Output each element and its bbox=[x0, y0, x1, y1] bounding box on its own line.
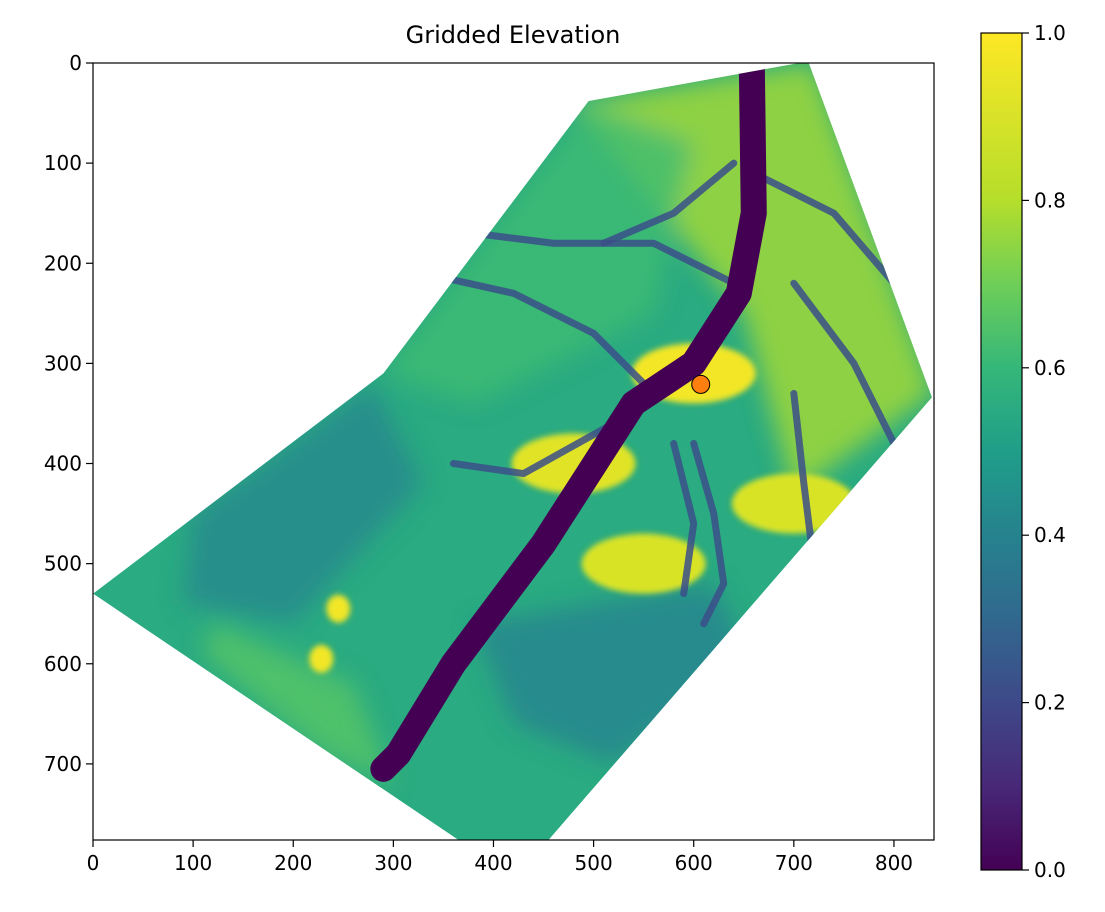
y-axis: 0 100 200 300 400 500 600 700 bbox=[44, 51, 93, 776]
tributary bbox=[750, 169, 898, 287]
x-tick-label: 800 bbox=[875, 851, 913, 875]
colorbar-tick-label: 0.2 bbox=[1034, 691, 1066, 715]
bright-patch bbox=[731, 473, 856, 534]
location-marker bbox=[691, 374, 711, 394]
colorbar-tick-label: 0.0 bbox=[1034, 858, 1066, 882]
plot-frame bbox=[92, 62, 935, 841]
region-1 bbox=[383, 103, 694, 404]
bright-patch bbox=[326, 594, 351, 623]
x-tick-label: 100 bbox=[174, 851, 212, 875]
y-tick-label: 0 bbox=[69, 51, 82, 75]
colorbar-axis: 0.0 0.2 0.4 0.6 0.8 1.0 bbox=[1022, 21, 1066, 882]
y-tick-label: 600 bbox=[44, 652, 82, 676]
x-tick-label: 500 bbox=[575, 851, 613, 875]
colorbar-tick-label: 0.8 bbox=[1034, 188, 1066, 212]
y-tick-label: 400 bbox=[44, 452, 82, 476]
colorbar-tick-label: 0.4 bbox=[1034, 523, 1066, 547]
tributary bbox=[790, 279, 898, 447]
y-tick-label: 100 bbox=[44, 151, 82, 175]
region-4 bbox=[203, 623, 394, 784]
bright-patch bbox=[309, 644, 334, 673]
tributary bbox=[419, 269, 658, 397]
elevation-domain bbox=[93, 63, 932, 840]
y-tick-label: 700 bbox=[44, 752, 82, 776]
region-3 bbox=[473, 583, 754, 764]
colorbar bbox=[980, 32, 1023, 871]
x-tick-label: 700 bbox=[775, 851, 813, 875]
x-tick-label: 600 bbox=[675, 851, 713, 875]
y-tick-label: 500 bbox=[44, 552, 82, 576]
tributary bbox=[600, 159, 738, 247]
x-tick-label: 300 bbox=[374, 851, 412, 875]
x-tick-label: 0 bbox=[87, 851, 100, 875]
y-tick-label: 300 bbox=[44, 351, 82, 375]
tributary bbox=[690, 439, 728, 628]
elevation-field bbox=[93, 63, 932, 840]
y-tick-label: 200 bbox=[44, 251, 82, 275]
bright-patch bbox=[581, 533, 706, 594]
tributary bbox=[670, 439, 698, 598]
x-tick-label: 200 bbox=[274, 851, 312, 875]
bright-patch bbox=[826, 63, 932, 119]
region-2 bbox=[183, 383, 424, 624]
x-tick-label: 400 bbox=[474, 851, 512, 875]
chart-title: Gridded Elevation bbox=[406, 21, 621, 49]
x-axis: 0 100 200 300 400 500 600 700 800 bbox=[87, 840, 913, 875]
colorbar-tick-label: 0.6 bbox=[1034, 356, 1066, 380]
colorbar-tick-label: 1.0 bbox=[1034, 21, 1066, 45]
main-river bbox=[370, 63, 767, 782]
